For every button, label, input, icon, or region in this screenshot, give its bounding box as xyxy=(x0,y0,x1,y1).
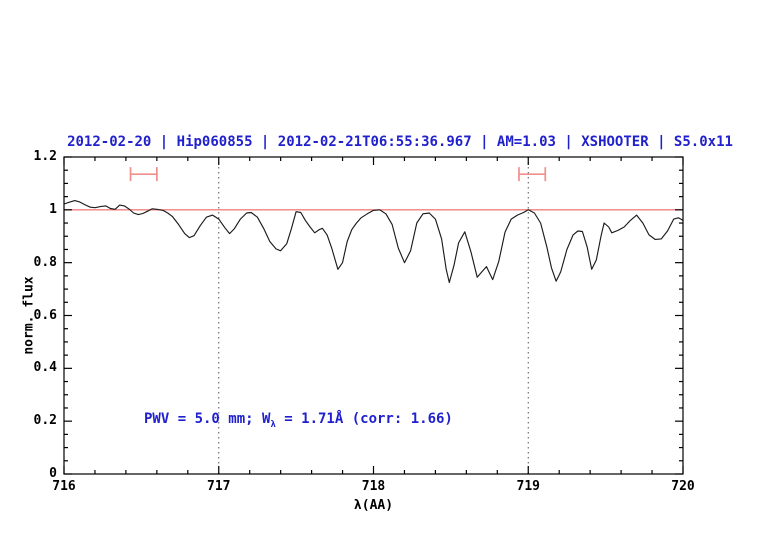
y-tick-label: 0.2 xyxy=(33,413,57,429)
y-tick-label: 0.6 xyxy=(33,307,57,323)
band-marker xyxy=(129,167,158,182)
pwv-annotation-suffix: = 1.71Å (corr: 1.66) xyxy=(275,411,453,427)
pwv-annotation: PWV = 5.0 mm; Wλ = 1.71Å (corr: 1.66) xyxy=(144,411,453,430)
pwv-annotation-prefix: PWV = 5.0 mm; W xyxy=(144,411,271,427)
band-marker xyxy=(518,167,547,182)
pwv-annotation-lambda-subscript: λ xyxy=(270,419,276,430)
y-tick-label: 1.2 xyxy=(33,149,57,164)
y-tick-label: 0 xyxy=(49,466,57,481)
y-tick-label: 1 xyxy=(49,201,57,217)
x-tick-label: 720 xyxy=(671,479,695,494)
spectrum-curve xyxy=(63,200,684,284)
x-tick-label: 718 xyxy=(361,479,386,494)
y-tick-label: 0.8 xyxy=(33,254,57,270)
x-tick-label: 716 xyxy=(52,479,76,494)
x-axis-label: λ(AA) xyxy=(353,498,394,513)
observation-title: 2012-02-20 | Hip060855 | 2012-02-21T06:5… xyxy=(67,134,733,150)
x-tick-label: 719 xyxy=(516,479,540,494)
y-tick-label: 0.4 xyxy=(33,360,57,376)
x-tick-label: 717 xyxy=(207,479,231,494)
